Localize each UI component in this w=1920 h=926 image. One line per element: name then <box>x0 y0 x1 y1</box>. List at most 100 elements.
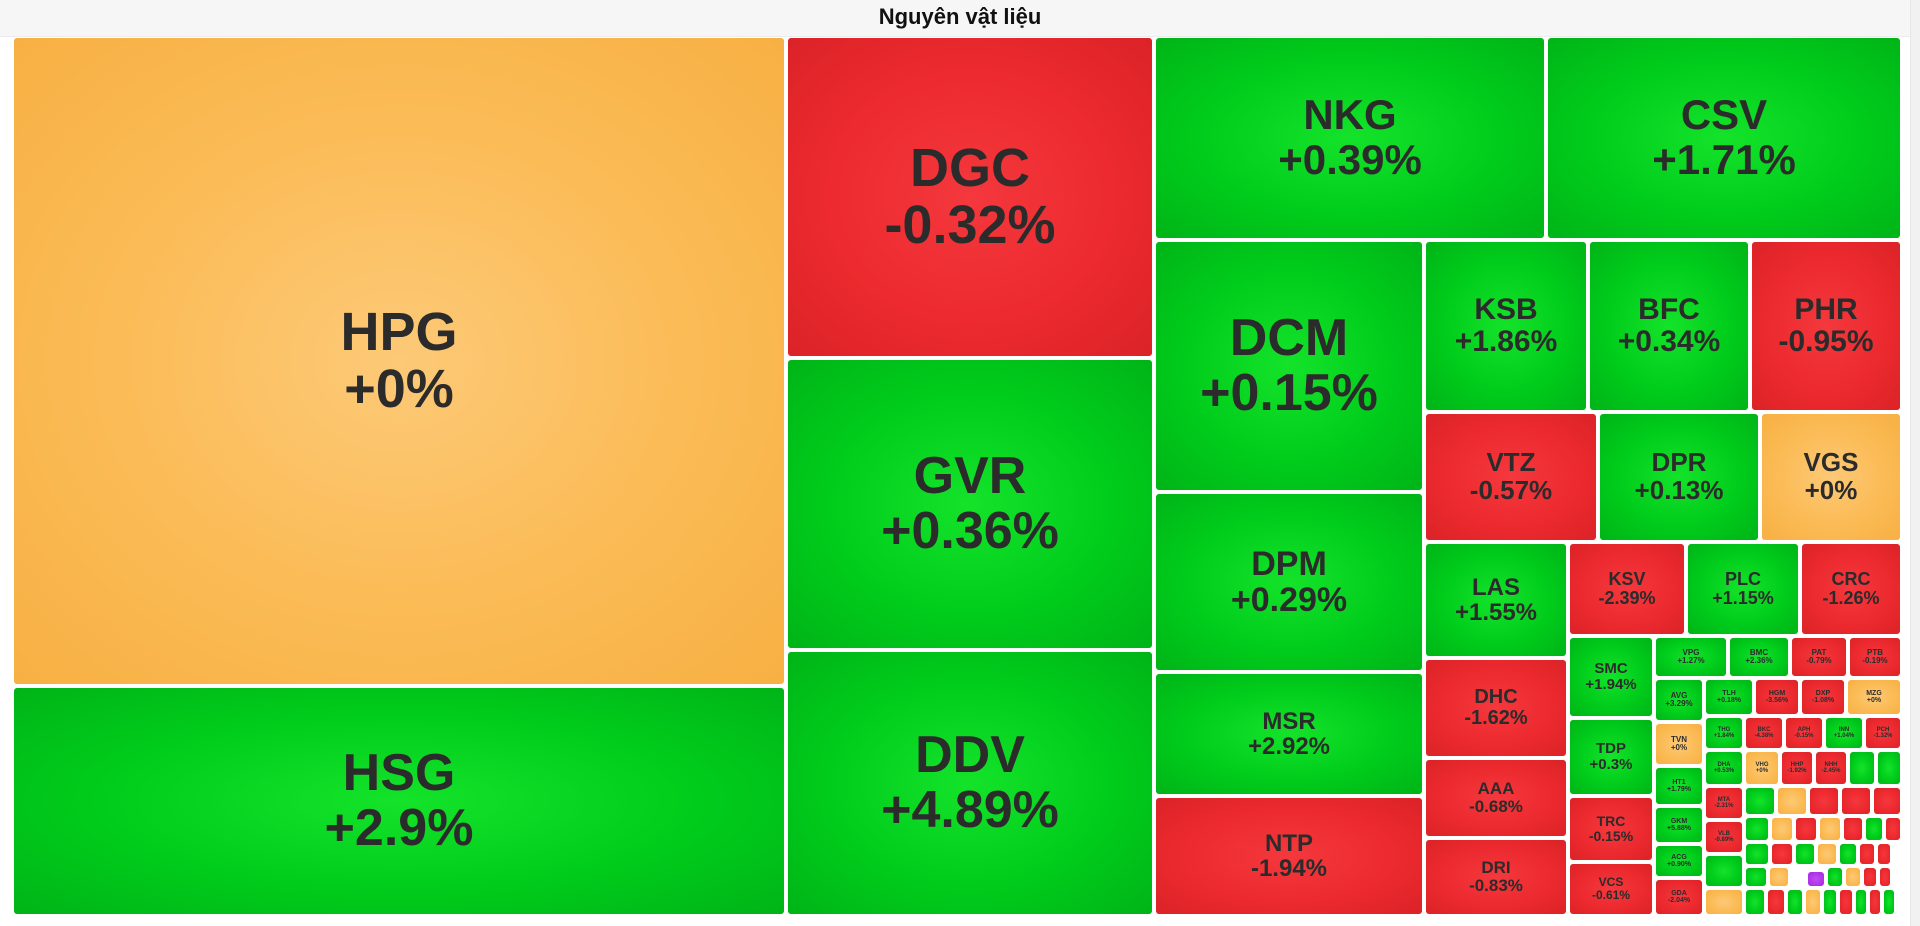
tile-symbol: BFC <box>1638 293 1700 327</box>
tile-dpr[interactable]: DPR +0.13% <box>1600 414 1758 540</box>
tile-dha[interactable]: DHA +0.53% <box>1706 752 1742 784</box>
tile-crc[interactable]: CRC -1.26% <box>1802 544 1900 634</box>
tile-mzg[interactable]: MZG +0% <box>1848 680 1900 714</box>
tile-small[interactable] <box>1870 890 1880 914</box>
tile-vcs[interactable]: VCS -0.61% <box>1570 864 1652 914</box>
tile-small[interactable] <box>1866 818 1882 840</box>
tile-change: +0.13% <box>1634 475 1724 505</box>
tile-acg[interactable]: ACG +0.90% <box>1656 846 1702 876</box>
tile-small[interactable] <box>1884 890 1894 914</box>
tile-small[interactable] <box>1850 752 1874 784</box>
tile-small[interactable] <box>1864 868 1876 886</box>
tile-symbol: CRC <box>1831 568 1871 589</box>
tile-gda[interactable]: GDA -2.04% <box>1656 880 1702 914</box>
tile-hhp[interactable]: HHP -1.92% <box>1782 752 1812 784</box>
tile-dxp[interactable]: DXP -1.08% <box>1802 680 1844 714</box>
tile-dhc[interactable]: DHC -1.62% <box>1426 660 1566 756</box>
tile-dpm[interactable]: DPM +0.29% <box>1156 494 1422 670</box>
tile-small[interactable] <box>1808 872 1824 886</box>
tile-smc[interactable]: SMC +1.94% <box>1570 638 1652 716</box>
tile-ksv[interactable]: KSV -2.39% <box>1570 544 1684 634</box>
tile-small[interactable] <box>1840 890 1852 914</box>
tile-inn[interactable]: INN +1.04% <box>1826 718 1862 748</box>
tile-ntp[interactable]: NTP -1.94% <box>1156 798 1422 914</box>
tile-trc[interactable]: TRC -0.15% <box>1570 798 1652 860</box>
tile-small[interactable] <box>1846 868 1860 886</box>
tile-change: +0% <box>1670 743 1688 752</box>
tile-small[interactable] <box>1788 890 1802 914</box>
tile-ksb[interactable]: KSB +1.86% <box>1426 242 1586 410</box>
scrollbar[interactable] <box>1910 0 1920 926</box>
tile-small[interactable] <box>1778 788 1806 814</box>
tile-small[interactable] <box>1840 844 1856 864</box>
tile-small[interactable] <box>1880 868 1890 886</box>
tile-vtz[interactable]: VTZ -0.57% <box>1426 414 1596 540</box>
tile-pch[interactable]: PCH -1.32% <box>1866 718 1900 748</box>
tile-dgc[interactable]: DGC -0.32% <box>788 38 1152 356</box>
tile-symbol: DHA <box>1717 761 1731 768</box>
tile-small[interactable] <box>1886 818 1900 840</box>
tile-small[interactable] <box>1878 752 1900 784</box>
tile-ht1[interactable]: HT1 +1.79% <box>1656 768 1702 804</box>
tile-ddv[interactable]: DDV +4.89% <box>788 652 1152 914</box>
tile-small[interactable] <box>1746 788 1774 814</box>
tile-small[interactable] <box>1772 844 1792 864</box>
tile-bmc[interactable]: BMC +2.36% <box>1730 638 1788 676</box>
tile-nhh[interactable]: NHH -2.45% <box>1816 752 1846 784</box>
tile-small[interactable] <box>1878 844 1890 864</box>
tile-aaa[interactable]: AAA -0.68% <box>1426 760 1566 836</box>
tile-dri[interactable]: DRI -0.83% <box>1426 840 1566 914</box>
tile-small[interactable] <box>1768 890 1784 914</box>
tile-msr[interactable]: MSR +2.92% <box>1156 674 1422 794</box>
tile-dcm[interactable]: DCM +0.15% <box>1156 242 1422 490</box>
tile-symbol: NKG <box>1303 91 1397 139</box>
tile-small[interactable] <box>1844 818 1862 840</box>
tile-small[interactable] <box>1772 818 1792 840</box>
tile-tdp[interactable]: TDP +0.3% <box>1570 720 1652 794</box>
tile-small[interactable] <box>1706 890 1742 914</box>
tile-small[interactable] <box>1856 890 1866 914</box>
tile-small[interactable] <box>1860 844 1874 864</box>
tile-las[interactable]: LAS +1.55% <box>1426 544 1566 656</box>
tile-bkc[interactable]: BKC -4.38% <box>1746 718 1782 748</box>
tile-bfc[interactable]: BFC +0.34% <box>1590 242 1748 410</box>
tile-small[interactable] <box>1746 844 1768 864</box>
tile-small[interactable] <box>1828 868 1842 886</box>
tile-hgm[interactable]: HGM -3.56% <box>1756 680 1798 714</box>
tile-tlh[interactable]: TLH +0.18% <box>1706 680 1752 714</box>
tile-vlb[interactable]: VLB -0.89% <box>1706 822 1742 852</box>
chart-title: Nguyên vật liệu <box>878 4 1042 29</box>
tile-small[interactable] <box>1746 818 1768 840</box>
tile-small[interactable] <box>1818 844 1836 864</box>
tile-avg[interactable]: AVG +3.29% <box>1656 680 1702 720</box>
tile-thg[interactable]: THG +1.84% <box>1706 718 1742 748</box>
tile-plc[interactable]: PLC +1.15% <box>1688 544 1798 634</box>
tile-small[interactable] <box>1706 856 1742 886</box>
tile-vgs[interactable]: VGS +0% <box>1762 414 1900 540</box>
tile-small[interactable] <box>1746 868 1766 886</box>
tile-small[interactable] <box>1806 890 1820 914</box>
tile-small[interactable] <box>1796 818 1816 840</box>
tile-small[interactable] <box>1874 788 1900 814</box>
tile-hpg[interactable]: HPG +0% <box>14 38 784 684</box>
tile-small[interactable] <box>1820 818 1840 840</box>
tile-vhg[interactable]: VHG +0% <box>1746 752 1778 784</box>
tile-nkg[interactable]: NKG +0.39% <box>1156 38 1544 238</box>
tile-small[interactable] <box>1770 868 1788 886</box>
tile-csv[interactable]: CSV +1.71% <box>1548 38 1900 238</box>
tile-aph[interactable]: APH -0.15% <box>1786 718 1822 748</box>
tile-small[interactable] <box>1810 788 1838 814</box>
tile-phr[interactable]: PHR -0.95% <box>1752 242 1900 410</box>
tile-vpg[interactable]: VPG +1.27% <box>1656 638 1726 676</box>
tile-small[interactable] <box>1746 890 1764 914</box>
tile-gkm[interactable]: GKM +5.88% <box>1656 808 1702 842</box>
tile-small[interactable] <box>1842 788 1870 814</box>
tile-pat[interactable]: PAT -0.79% <box>1792 638 1846 676</box>
tile-small[interactable] <box>1824 890 1836 914</box>
tile-small[interactable] <box>1796 844 1814 864</box>
tile-tvn[interactable]: TVN +0% <box>1656 724 1702 764</box>
tile-gvr[interactable]: GVR +0.36% <box>788 360 1152 648</box>
tile-mta[interactable]: MTA -2.31% <box>1706 788 1742 818</box>
tile-hsg[interactable]: HSG +2.9% <box>14 688 784 914</box>
tile-ptb[interactable]: PTB -0.19% <box>1850 638 1900 676</box>
